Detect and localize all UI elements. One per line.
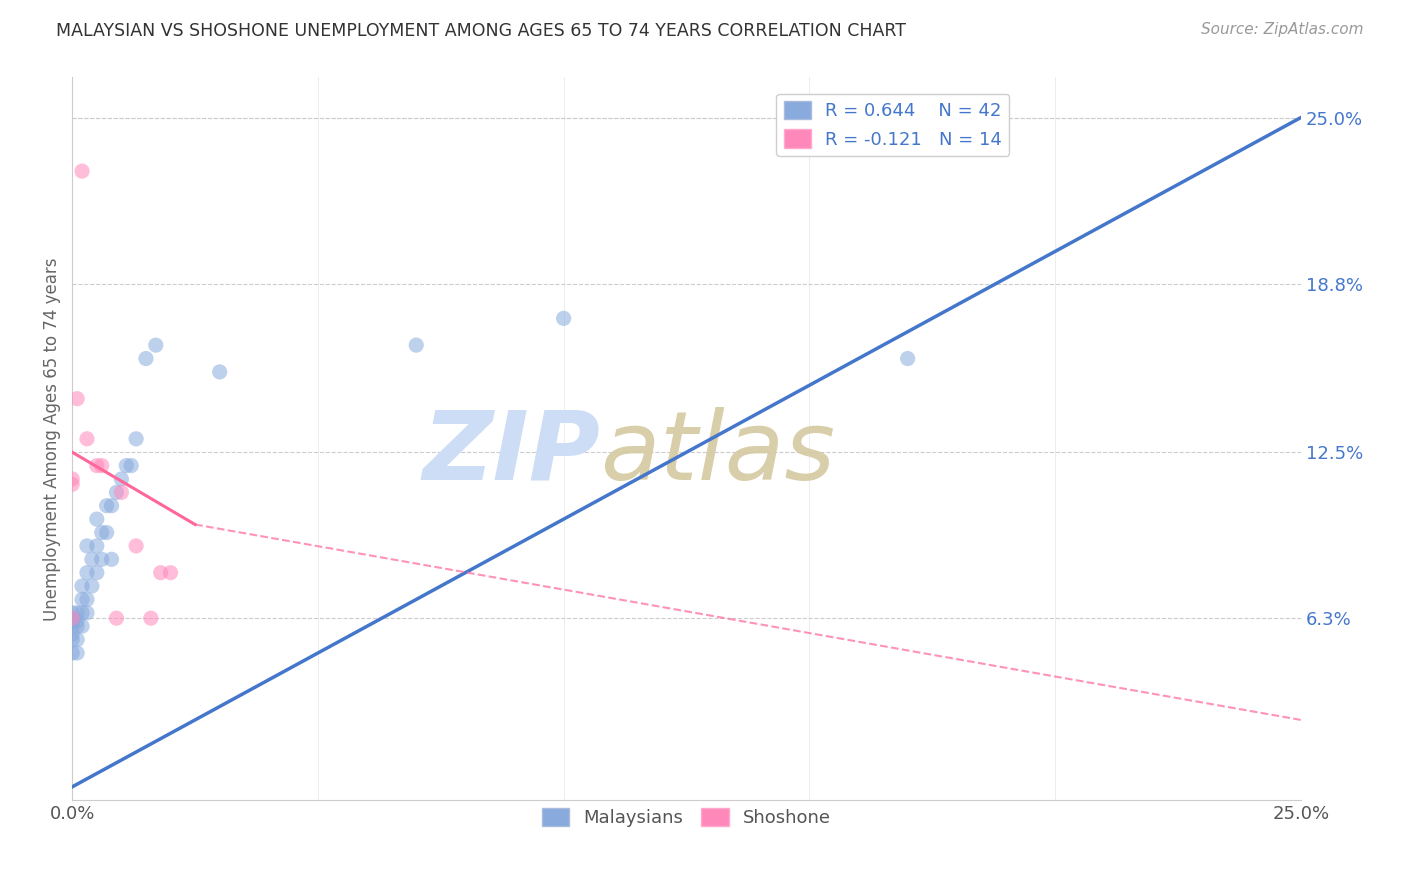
Point — [70, 592, 93, 607]
Point — [66, 392, 89, 406]
Point — [110, 485, 132, 500]
Point — [135, 351, 157, 366]
Point — [70, 164, 93, 178]
Point — [105, 611, 128, 625]
Point — [60, 611, 83, 625]
Point — [90, 525, 112, 540]
Y-axis label: Unemployment Among Ages 65 to 74 years: Unemployment Among Ages 65 to 74 years — [44, 257, 60, 621]
Point — [125, 432, 148, 446]
Point — [96, 499, 118, 513]
Point — [159, 566, 181, 580]
Point — [86, 539, 108, 553]
Point — [66, 632, 89, 647]
Point — [76, 539, 98, 553]
Text: ZIP: ZIP — [423, 407, 600, 500]
Point — [60, 627, 83, 641]
Point — [60, 632, 83, 647]
Point — [60, 614, 83, 628]
Point — [115, 458, 138, 473]
Text: MALAYSIAN VS SHOSHONE UNEMPLOYMENT AMONG AGES 65 TO 74 YEARS CORRELATION CHART: MALAYSIAN VS SHOSHONE UNEMPLOYMENT AMONG… — [56, 22, 907, 40]
Point — [90, 552, 112, 566]
Point — [90, 458, 112, 473]
Text: atlas: atlas — [600, 407, 835, 500]
Point — [405, 338, 427, 352]
Point — [100, 499, 122, 513]
Point — [553, 311, 575, 326]
Point — [897, 351, 920, 366]
Point — [86, 458, 108, 473]
Point — [80, 579, 103, 593]
Point — [76, 592, 98, 607]
Legend: Malaysians, Shoshone: Malaysians, Shoshone — [534, 801, 838, 835]
Point — [60, 619, 83, 633]
Point — [96, 525, 118, 540]
Point — [70, 619, 93, 633]
Point — [100, 552, 122, 566]
Point — [76, 432, 98, 446]
Point — [70, 579, 93, 593]
Point — [66, 619, 89, 633]
Point — [76, 566, 98, 580]
Point — [80, 552, 103, 566]
Point — [149, 566, 172, 580]
Point — [66, 646, 89, 660]
Point — [145, 338, 167, 352]
Point — [110, 472, 132, 486]
Point — [60, 472, 83, 486]
Point — [60, 646, 83, 660]
Point — [76, 606, 98, 620]
Point — [125, 539, 148, 553]
Point — [60, 611, 83, 625]
Point — [60, 477, 83, 491]
Text: Source: ZipAtlas.com: Source: ZipAtlas.com — [1201, 22, 1364, 37]
Point — [139, 611, 162, 625]
Point — [70, 606, 93, 620]
Point — [208, 365, 231, 379]
Point — [86, 512, 108, 526]
Point — [60, 606, 83, 620]
Point — [86, 566, 108, 580]
Point — [66, 614, 89, 628]
Point — [66, 606, 89, 620]
Point — [120, 458, 142, 473]
Point — [105, 485, 128, 500]
